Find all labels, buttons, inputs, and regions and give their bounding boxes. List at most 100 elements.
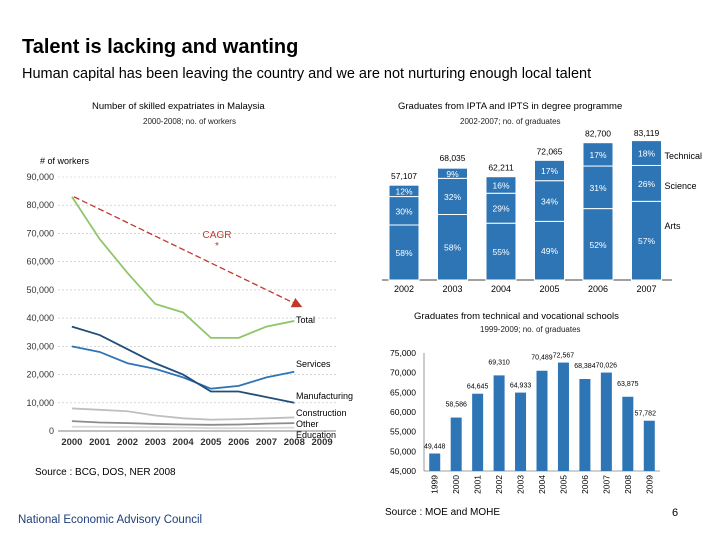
expat-x-tick-label: 2009 <box>312 437 333 448</box>
degree-bar-value-label: 58% <box>444 243 461 253</box>
voc-bar-value-label: 63,875 <box>617 381 639 388</box>
voc-x-tick-label: 2001 <box>473 475 483 494</box>
voc-y-tick-label: 65,000 <box>390 387 416 397</box>
degree-bar-technical <box>582 142 614 167</box>
expat-y-tick-label: 70,000 <box>26 228 54 238</box>
degree-bar-value-label: 16% <box>492 180 509 190</box>
degree-legend-technical: Technical <box>665 151 703 161</box>
degree-total-label: 68,035 <box>440 153 466 163</box>
voc-x-tick-label: 2008 <box>623 475 633 494</box>
expat-y-tick-label: 30,000 <box>26 341 54 351</box>
voc-bar-value-label: 69,310 <box>488 359 510 366</box>
expat-legend-total: Total <box>296 315 315 325</box>
voc-y-tick-label: 55,000 <box>390 427 416 437</box>
voc-x-tick-label: 2000 <box>451 475 461 494</box>
voc-bar <box>622 396 634 471</box>
degree-bar-value-label: 49% <box>541 246 558 256</box>
expat-series-line-services <box>71 345 295 390</box>
degree-bar-value-label: 57% <box>638 236 655 246</box>
degree-x-tick-label: 2004 <box>491 284 511 294</box>
voc-bar-value-label: 72,567 <box>553 353 575 360</box>
voc-chart-title: Graduates from technical and vocational … <box>414 311 619 322</box>
expat-chart-title: Number of skilled expatriates in Malaysi… <box>92 101 265 112</box>
voc-x-tick-label: 2006 <box>580 475 590 494</box>
trend-arrow <box>73 196 303 308</box>
degree-bar-arts <box>582 208 614 281</box>
expat-x-tick-label: 2007 <box>256 437 277 448</box>
voc-bar <box>450 417 462 471</box>
degree-bar-value-label: 31% <box>589 183 606 193</box>
voc-chart-subtitle: 1999-2009; no. of graduates <box>480 325 581 334</box>
degree-bar-science <box>582 165 614 210</box>
expat-y-tick-label: 10,000 <box>26 398 54 408</box>
expat-series-line-other <box>71 420 295 426</box>
degree-total-label: 72,065 <box>537 146 563 156</box>
degree-bar-value-label: 26% <box>638 179 655 189</box>
expat-x-tick-label: 2003 <box>145 437 166 448</box>
source-right: Source : MOE and MOHE <box>385 507 501 518</box>
degree-bar-value-label: 30% <box>395 206 412 216</box>
degree-bar-value-label: 58% <box>395 248 412 258</box>
expat-series-line-education <box>71 425 295 430</box>
voc-bar <box>643 420 655 471</box>
voc-bar-value-label: 49,448 <box>424 444 446 451</box>
voc-x-tick-label: 2004 <box>537 475 547 494</box>
expat-y-tick-label: 60,000 <box>26 257 54 267</box>
expat-y-tick-label: 20,000 <box>26 370 54 380</box>
degree-bar-science <box>388 196 420 226</box>
voc-x-tick-label: 2003 <box>516 475 526 494</box>
voc-y-tick-label: 70,000 <box>390 368 416 378</box>
expat-legend-education: Education <box>296 430 336 440</box>
expat-x-tick-label: 2004 <box>173 437 195 448</box>
degree-bar-technical <box>534 159 565 182</box>
degree-bar-technical <box>631 140 662 166</box>
degree-total-label: 57,107 <box>391 171 417 181</box>
expat-y-axis-label: # of workers <box>40 156 90 166</box>
page-title: Talent is lacking and wanting <box>22 36 299 58</box>
voc-bar <box>429 453 441 471</box>
expat-x-tick-label: 2000 <box>61 437 82 448</box>
voc-bar-value-label: 64,645 <box>467 384 489 391</box>
expat-y-tick-label: 80,000 <box>26 200 54 210</box>
degree-bar-value-label: 17% <box>589 150 606 160</box>
voc-x-tick-label: 2009 <box>644 475 654 494</box>
degree-bar-value-label: 55% <box>492 247 509 257</box>
degree-x-tick-label: 2003 <box>442 284 462 294</box>
expat-series-line-total <box>71 196 295 339</box>
voc-y-tick-label: 60,000 <box>390 407 416 417</box>
degree-bar-value-label: 29% <box>492 204 509 214</box>
degree-x-tick-label: 2006 <box>588 284 608 294</box>
voc-bar <box>472 393 484 471</box>
degree-x-tick-label: 2002 <box>394 284 414 294</box>
voc-x-tick-label: 2002 <box>494 475 504 494</box>
degree-total-label: 62,211 <box>488 163 514 173</box>
degree-x-tick-label: 2005 <box>539 284 559 294</box>
degree-bar-science <box>485 192 517 224</box>
page-number: 6 <box>672 507 679 519</box>
degree-bar-technical <box>485 176 517 194</box>
voc-y-tick-label: 75,000 <box>390 348 416 358</box>
expat-legend-services: Services <box>296 359 331 369</box>
voc-x-tick-label: 2007 <box>601 475 611 494</box>
voc-bar-value-label: 58,586 <box>445 402 467 409</box>
expat-x-tick-label: 2002 <box>117 437 138 448</box>
expat-x-tick-label: 2001 <box>89 437 111 448</box>
degree-bar-science <box>534 180 565 222</box>
expat-chart-subtitle: 2000-2008; no. of workers <box>143 117 236 126</box>
expat-x-tick-label: 2005 <box>200 437 222 448</box>
voc-y-tick-label: 50,000 <box>390 446 416 456</box>
degree-chart-title: Graduates from IPTA and IPTS in degree p… <box>398 101 623 112</box>
degree-legend-science: Science <box>665 181 697 191</box>
cagr-label: CAGR <box>203 230 232 241</box>
degree-bar-technical <box>388 184 420 198</box>
expat-legend-other: Other <box>296 419 319 429</box>
expat-y-tick-label: 50,000 <box>26 285 54 295</box>
expat-x-tick-label: 2006 <box>228 437 249 448</box>
degree-bar-value-label: 9% <box>446 169 459 179</box>
degree-legend-arts: Arts <box>665 221 682 231</box>
expat-y-tick-label: 40,000 <box>26 313 54 323</box>
degree-chart-subtitle: 2002-2007; no. of graduates <box>460 117 561 126</box>
degree-bar-value-label: 34% <box>541 197 558 207</box>
degree-total-label: 83,119 <box>634 128 660 138</box>
voc-bar-value-label: 64,933 <box>510 383 532 390</box>
